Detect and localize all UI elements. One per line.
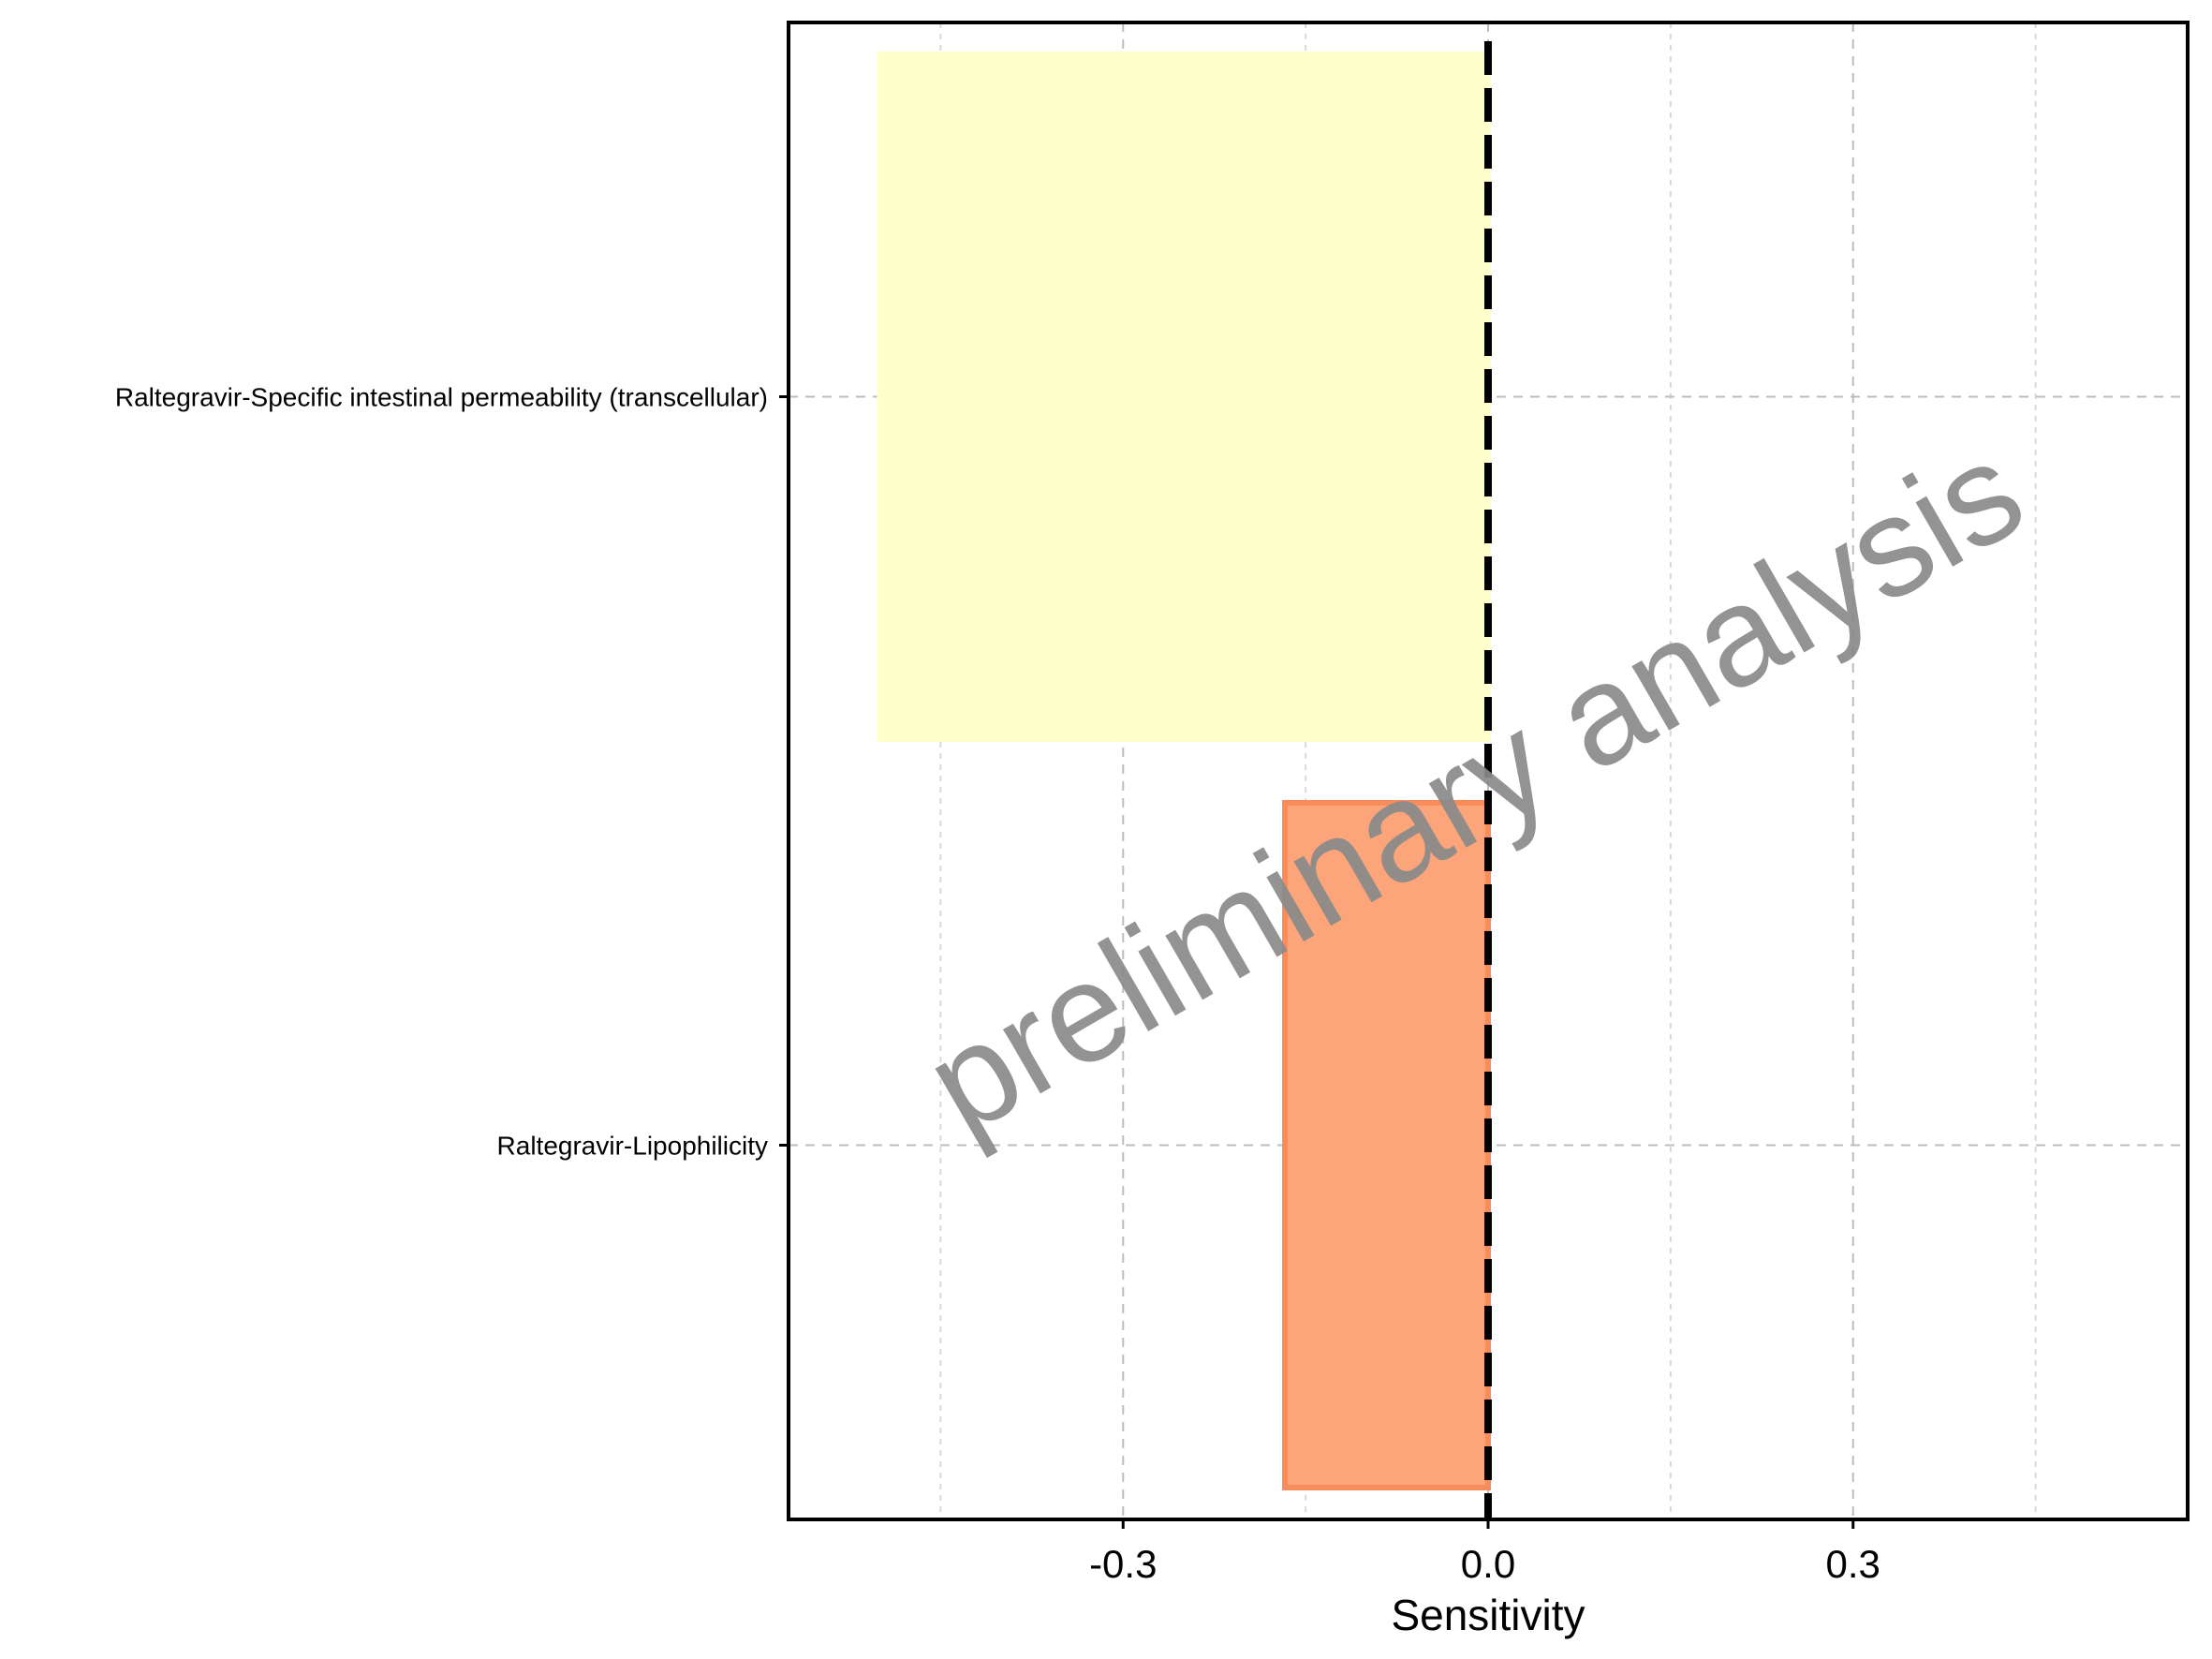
- category-label: Raltegravir-Specific intestinal permeabi…: [115, 383, 768, 412]
- bars: [877, 51, 1491, 1491]
- bar-1: [877, 51, 1491, 743]
- x-tick-label: 0.0: [1461, 1542, 1515, 1586]
- x-tick-label: -0.3: [1089, 1542, 1157, 1586]
- bar-2: [1282, 799, 1491, 1491]
- category-label: Raltegravir-Lipophilicity: [497, 1132, 768, 1161]
- x-tick-label: 0.3: [1826, 1542, 1880, 1586]
- y-axis: Raltegravir-Specific intestinal permeabi…: [115, 383, 789, 1161]
- x-axis-title: Sensitivity: [1391, 1591, 1585, 1639]
- x-axis: -0.3 0.0 0.3: [1089, 1519, 1880, 1586]
